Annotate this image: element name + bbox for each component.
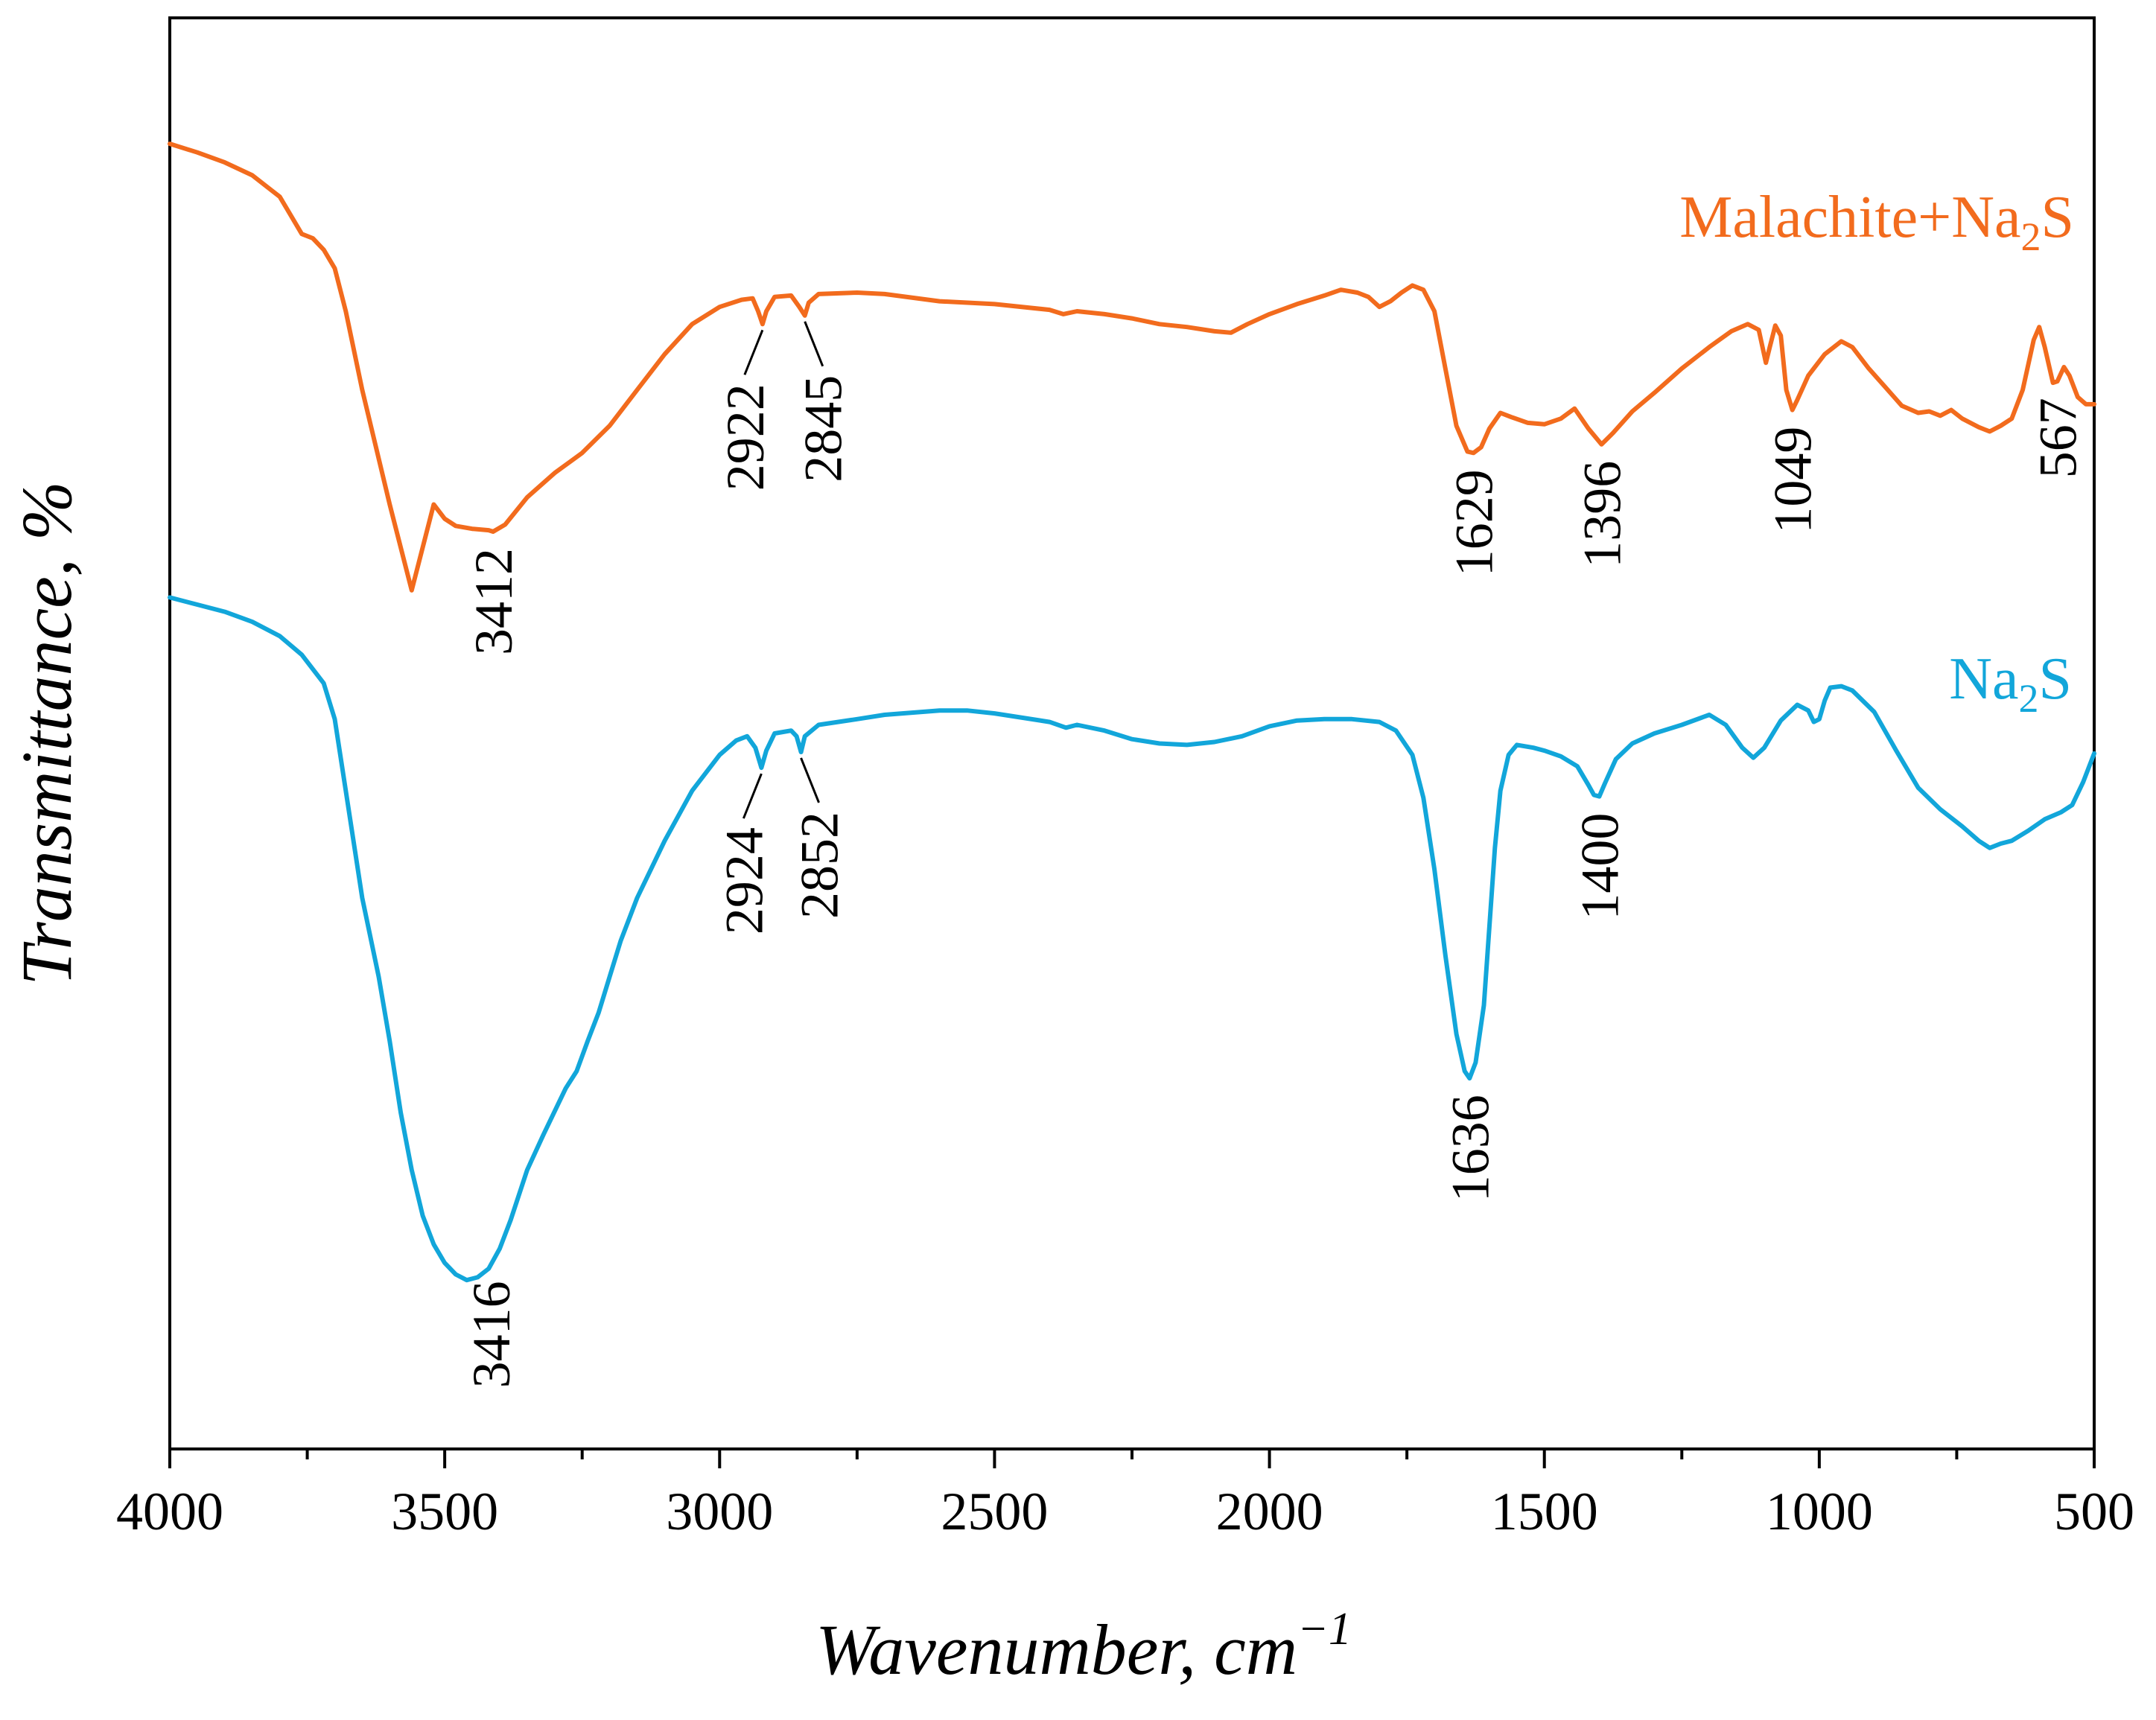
peak-label: 2845 xyxy=(794,375,853,482)
x-tick-label: 3500 xyxy=(391,1482,498,1541)
series-line-1 xyxy=(168,595,2096,1283)
peak-label: 2852 xyxy=(790,812,850,919)
peak-label: 1049 xyxy=(1764,427,1823,534)
peak-label: 2924 xyxy=(714,827,774,934)
x-tick-label: 2500 xyxy=(941,1482,1048,1541)
x-tick-label: 500 xyxy=(2054,1482,2134,1541)
annotation-layer: 3412 2922 2845 1629 1396 1049 567 3416 2924 2852 1… xyxy=(462,321,2088,1388)
x-tick-label: 3000 xyxy=(666,1482,773,1541)
series-layer xyxy=(168,141,2096,1283)
peak-label: 567 xyxy=(2029,398,2088,478)
series-line-0 xyxy=(168,141,2096,593)
peak-leader-line xyxy=(743,329,764,375)
x-axis-label: Wavenumber, cm−1 xyxy=(815,1604,1352,1689)
x-axis-label-sup: −1 xyxy=(1297,1604,1352,1654)
peak-label: 2922 xyxy=(716,383,775,491)
series-label-na2s-main: Na xyxy=(1949,646,2018,712)
peak-label: 1636 xyxy=(1440,1095,1500,1202)
peak-label: 1629 xyxy=(1445,469,1504,576)
series-label-na2s-end: S xyxy=(2039,646,2073,712)
y-axis-label: Transmittance, % xyxy=(7,481,86,985)
peak-leader-line xyxy=(800,757,820,803)
x-tick-label: 1000 xyxy=(1766,1482,1873,1541)
x-tick-label: 1500 xyxy=(1491,1482,1598,1541)
series-label-malachite-end: S xyxy=(2041,185,2075,250)
x-axis-ticks: 4000 3500 3000 2500 2000 1500 1000 500 xyxy=(116,1449,2134,1541)
peak-leader-line xyxy=(742,773,763,819)
peak-label: 1400 xyxy=(1571,813,1630,920)
x-tick-label: 2000 xyxy=(1216,1482,1323,1541)
x-axis-label-main: Wavenumber, cm xyxy=(815,1610,1297,1689)
peak-leader-line xyxy=(804,321,824,367)
series-label-malachite-sub: 2 xyxy=(2021,214,2041,259)
x-tick-label: 4000 xyxy=(116,1482,223,1541)
series-label-malachite: Malachite+Na2S xyxy=(1679,185,2074,259)
peak-label: 3416 xyxy=(462,1281,521,1388)
peak-label: 3412 xyxy=(464,548,524,655)
series-label-malachite-main: Malachite+Na xyxy=(1679,185,2020,250)
series-label-na2s: Na2S xyxy=(1949,646,2072,721)
series-label-na2s-sub: 2 xyxy=(2019,676,2039,721)
peak-label: 1396 xyxy=(1573,461,1632,568)
